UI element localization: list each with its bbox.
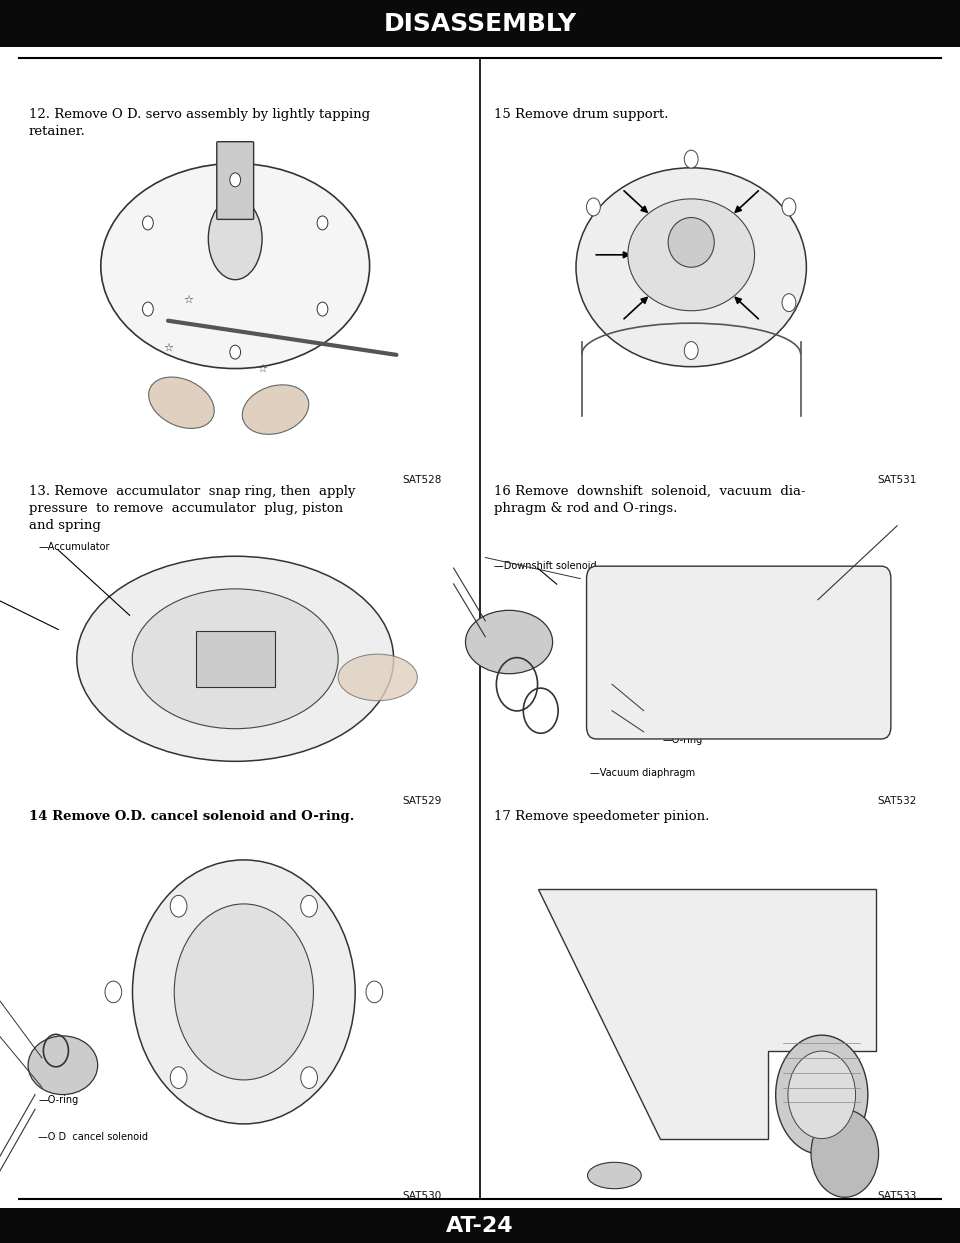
Text: AT-24: AT-24 xyxy=(446,1216,514,1236)
FancyBboxPatch shape xyxy=(587,567,891,738)
Ellipse shape xyxy=(132,589,338,728)
Circle shape xyxy=(587,198,600,216)
Circle shape xyxy=(317,302,328,316)
Ellipse shape xyxy=(338,654,418,701)
Ellipse shape xyxy=(208,198,262,280)
Text: carmanualsonline.info: carmanualsonline.info xyxy=(845,1231,946,1239)
Circle shape xyxy=(170,1066,187,1089)
Ellipse shape xyxy=(132,860,355,1124)
Ellipse shape xyxy=(77,557,394,761)
Bar xyxy=(0,0,960,47)
Circle shape xyxy=(788,1052,855,1139)
Text: SAT533: SAT533 xyxy=(877,1191,917,1201)
Ellipse shape xyxy=(466,610,553,674)
Bar xyxy=(0,1208,960,1243)
Text: SAT529: SAT529 xyxy=(402,796,442,805)
Circle shape xyxy=(782,198,796,216)
Ellipse shape xyxy=(628,199,755,311)
Bar xyxy=(196,631,275,686)
Text: —Accumulator: —Accumulator xyxy=(38,542,109,552)
Text: SAT528: SAT528 xyxy=(402,475,442,485)
Text: ☆: ☆ xyxy=(183,295,193,306)
Ellipse shape xyxy=(175,904,313,1080)
Text: SAT531: SAT531 xyxy=(877,475,917,485)
Ellipse shape xyxy=(28,1035,98,1095)
Circle shape xyxy=(229,173,241,186)
Ellipse shape xyxy=(668,218,714,267)
Circle shape xyxy=(776,1035,868,1155)
Text: 16 Remove  downshift  solenoid,  vacuum  dia-
phragm & rod and O-rings.: 16 Remove downshift solenoid, vacuum dia… xyxy=(494,485,806,515)
Circle shape xyxy=(782,293,796,312)
Text: —Vacuum diaphragm: —Vacuum diaphragm xyxy=(590,768,696,778)
Circle shape xyxy=(811,1110,878,1197)
Circle shape xyxy=(684,150,698,168)
Ellipse shape xyxy=(588,1162,641,1188)
Ellipse shape xyxy=(242,385,309,434)
Text: —Vacuum rod: —Vacuum rod xyxy=(662,704,731,713)
Circle shape xyxy=(170,895,187,917)
Text: SAT530: SAT530 xyxy=(402,1191,442,1201)
Text: —Downshift solenoid: —Downshift solenoid xyxy=(494,561,597,571)
Text: 13. Remove  accumulator  snap ring, then  apply
pressure  to remove  accumulator: 13. Remove accumulator snap ring, then a… xyxy=(29,485,355,532)
Circle shape xyxy=(300,1066,318,1089)
FancyBboxPatch shape xyxy=(217,142,253,220)
Text: 15 Remove drum support.: 15 Remove drum support. xyxy=(494,108,669,121)
Circle shape xyxy=(300,895,318,917)
Circle shape xyxy=(142,302,154,316)
Ellipse shape xyxy=(576,168,806,367)
Circle shape xyxy=(142,216,154,230)
Ellipse shape xyxy=(149,377,214,429)
Text: 12. Remove O D. servo assembly by lightly tapping
retainer.: 12. Remove O D. servo assembly by lightl… xyxy=(29,108,370,138)
Text: ☆: ☆ xyxy=(257,363,267,374)
Text: —O-ring: —O-ring xyxy=(662,735,703,745)
Ellipse shape xyxy=(101,164,370,369)
Circle shape xyxy=(105,981,122,1003)
Text: 14 Remove O.D. cancel solenoid and O-ring.: 14 Remove O.D. cancel solenoid and O-rin… xyxy=(29,810,354,823)
Polygon shape xyxy=(538,890,876,1139)
Circle shape xyxy=(366,981,383,1003)
Circle shape xyxy=(229,346,241,359)
Text: —O D  cancel solenoid: —O D cancel solenoid xyxy=(38,1132,149,1142)
Circle shape xyxy=(684,342,698,359)
Text: 17 Remove speedometer pinion.: 17 Remove speedometer pinion. xyxy=(494,810,709,823)
Text: SAT532: SAT532 xyxy=(877,796,917,805)
Circle shape xyxy=(317,216,328,230)
Text: DISASSEMBLY: DISASSEMBLY xyxy=(383,11,577,36)
Text: —O-ring: —O-ring xyxy=(38,1095,79,1105)
Text: ☆: ☆ xyxy=(163,343,173,353)
